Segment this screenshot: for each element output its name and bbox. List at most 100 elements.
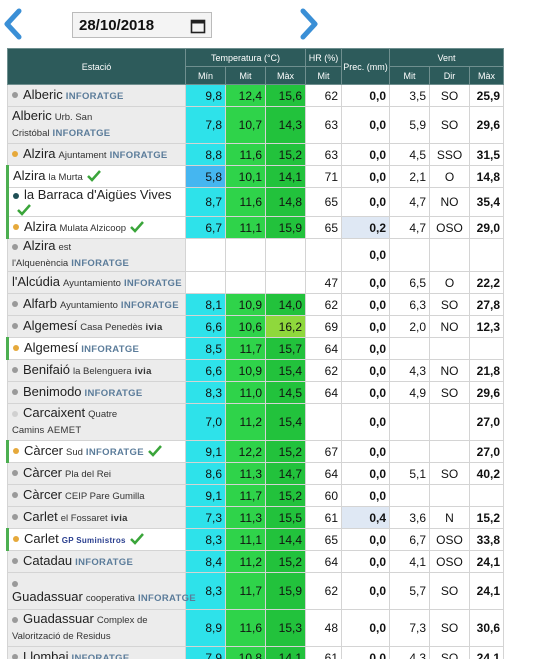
source-logo: AEMET <box>47 425 82 436</box>
status-dot <box>13 224 19 231</box>
tmax-cell <box>265 238 306 272</box>
hr-cell: 64 <box>305 550 342 573</box>
hr-cell: 64 <box>305 337 342 360</box>
hr-cell <box>305 403 342 441</box>
status-dot <box>12 243 18 250</box>
vmax-cell: 24,1 <box>469 572 504 610</box>
tmit-cell: 11,3 <box>225 506 266 529</box>
station-row: Alberic INFORATGE 9,8 12,4 15,6 62 0,0 3,5 SO 25,… <box>7 84 504 107</box>
station-note: Ajuntament <box>58 149 107 161</box>
station-cell: Carlet GP Suministros <box>6 528 186 551</box>
tmit-cell: 10,9 <box>225 293 266 316</box>
tmit-cell <box>225 238 266 272</box>
station-name: Algemesí <box>24 339 79 355</box>
station-name: Alfarb <box>23 295 57 311</box>
tmax-cell: 15,2 <box>265 484 306 507</box>
station-cell: Alzira est l'Alquenència INFORATGE <box>7 238 186 272</box>
hr-cell: 60 <box>305 484 342 507</box>
prec-cell: 0,0 <box>341 315 390 338</box>
tmit-cell: 11,7 <box>225 484 266 507</box>
vmax-cell: 21,8 <box>469 359 504 382</box>
verified-check <box>129 533 144 545</box>
prec-cell: 0,0 <box>341 462 390 485</box>
tmit-cell: 11,6 <box>225 143 266 166</box>
subheader: Màx <box>265 66 306 85</box>
tmax-cell: 15,9 <box>265 216 306 239</box>
station-row: Guadassuar Complex de Valorització de Res… <box>7 609 504 647</box>
vmit-cell <box>389 484 430 507</box>
station-cell: l'Alcúdia Ayuntamiento INFORATGE <box>7 271 186 294</box>
status-dot <box>13 448 19 455</box>
vdir-cell: NO <box>429 315 470 338</box>
station-note: la Murta <box>48 171 83 183</box>
hr-cell: 64 <box>305 381 342 404</box>
vmax-cell <box>469 337 504 360</box>
vmit-cell <box>389 337 430 360</box>
station-name: Guadassuar <box>12 589 83 604</box>
vmit-cell: 3,5 <box>389 84 430 107</box>
tmit-cell: 11,7 <box>225 337 266 360</box>
verified-check <box>130 221 144 233</box>
status-dot <box>12 367 18 374</box>
station-note: Sud <box>66 446 83 458</box>
tmit-cell: 10,7 <box>225 106 266 144</box>
tmax-cell: 15,3 <box>265 609 306 647</box>
vmax-cell: 31,5 <box>469 143 504 166</box>
vmit-cell: 3,6 <box>389 506 430 529</box>
station-name: Alberic <box>23 86 63 102</box>
tmit-cell: 11,1 <box>225 216 266 239</box>
station-row: Alzira est l'Alquenència INFORATGE 0,0 <box>7 238 504 272</box>
station-cell: Alberic INFORATGE <box>7 84 186 107</box>
calendar-icon[interactable] <box>190 18 206 34</box>
vmax-cell: 35,4 <box>469 187 504 217</box>
station-name: l'Alcúdia <box>12 273 61 289</box>
verified-check <box>147 445 162 457</box>
station-note: la Belenguera <box>72 365 132 377</box>
vmit-cell: 2,0 <box>389 315 430 338</box>
prec-cell: 0,0 <box>341 359 390 382</box>
vmax-cell: 15,2 <box>469 506 504 529</box>
station-note: est l'Alquenència <box>12 242 72 269</box>
tmax-cell: 14,3 <box>265 106 306 144</box>
tmin-cell: 8,9 <box>185 609 226 647</box>
prec-cell: 0,0 <box>341 528 390 551</box>
tmin-cell: 6,6 <box>185 315 226 338</box>
hr-cell: 62 <box>305 84 342 107</box>
status-dot <box>12 92 18 99</box>
station-note: Pla del Rei <box>65 468 111 480</box>
tmax-cell: 15,2 <box>265 550 306 573</box>
header-temperature: Temperatura (°C) <box>185 48 306 67</box>
vmit-cell <box>389 238 430 272</box>
tmit-cell: 12,4 <box>225 84 266 107</box>
tmin-cell <box>185 238 226 272</box>
subheader: Dir <box>429 66 470 85</box>
date-input[interactable]: 28/10/2018 <box>72 12 212 38</box>
vmit-cell: 6,7 <box>389 528 430 551</box>
hr-cell: 65 <box>305 528 342 551</box>
prec-cell: 0,0 <box>341 381 390 404</box>
prec-cell: 0,0 <box>341 403 390 441</box>
next-day[interactable] <box>296 8 322 40</box>
hr-cell: 48 <box>305 609 342 647</box>
vdir-cell: SO <box>429 381 470 404</box>
station-note: Casa Penedès <box>80 321 143 333</box>
tmit-cell: 11,2 <box>225 403 266 441</box>
tmit-cell: 11,0 <box>225 381 266 404</box>
station-cell: Benimodo INFORATGE <box>7 381 186 404</box>
vmit-cell: 5,7 <box>389 572 430 610</box>
station-row: Alberic Urb. San Cristóbal INFORATGE 7,8 10,… <box>7 106 504 144</box>
station-cell: Benifaió la Belenguera ivia <box>7 359 186 382</box>
vdir-cell <box>429 440 470 463</box>
vmit-cell: 5,1 <box>389 462 430 485</box>
subheader: Mín <box>185 66 226 85</box>
vdir-cell: NO <box>429 187 470 217</box>
hr-cell: 61 <box>305 646 342 659</box>
tmin-cell: 8,3 <box>185 381 226 404</box>
vdir-cell: NO <box>429 359 470 382</box>
vdir-cell: N <box>429 506 470 529</box>
station-note: Urb. San Cristóbal <box>12 112 93 139</box>
station-row: Benifaió la Belenguera ivia 6,6 10,9 15,4 62 0,… <box>7 359 504 382</box>
tmax-cell: 14,8 <box>265 187 306 217</box>
station-row: l'Alcúdia Ayuntamiento INFORATGE 47 0,0 6,5 O 2… <box>7 271 504 294</box>
prev-day[interactable] <box>0 8 26 40</box>
